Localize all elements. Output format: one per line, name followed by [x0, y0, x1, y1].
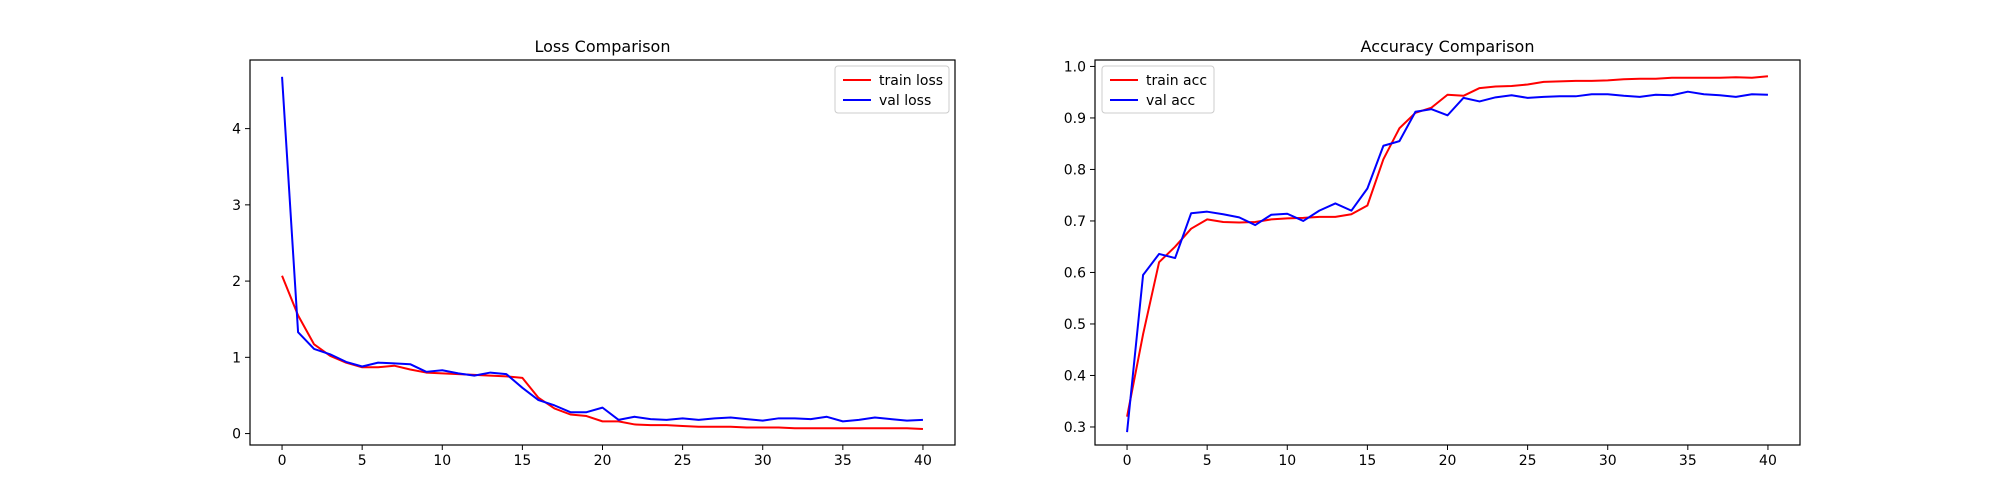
loss-x-tick-label: 5: [358, 453, 367, 469]
loss-y-tick-label: 1: [232, 350, 241, 366]
accuracy-x-tick-label: 35: [1679, 453, 1697, 469]
loss-x-tick-label: 40: [914, 453, 932, 469]
loss-chart-legend: train loss val loss: [834, 65, 950, 114]
accuracy-chart-legend: train acc val acc: [1101, 65, 1215, 114]
accuracy-chart-title: Accuracy Comparison: [1361, 37, 1535, 56]
legend-label-val-loss: val loss: [879, 93, 931, 109]
loss-chart-title: Loss Comparison: [535, 37, 671, 56]
legend-box: [834, 65, 950, 114]
loss-chart-series: [281, 76, 923, 430]
accuracy-x-tick-label: 15: [1358, 453, 1376, 469]
accuracy-x-tick-label: 40: [1759, 453, 1777, 469]
loss-y-tick-label: 4: [232, 122, 241, 138]
series-line-val-acc: [1126, 90, 1768, 433]
accuracy-x-tick-label: 10: [1278, 453, 1296, 469]
legend-box: [1101, 65, 1215, 114]
accuracy-x-tick-label: 0: [1123, 453, 1132, 469]
loss-x-tick-label: 15: [513, 453, 531, 469]
series-line-val-loss: [281, 76, 923, 423]
series-line-train-loss: [281, 275, 923, 430]
accuracy-x-tick-label: 25: [1519, 453, 1537, 469]
accuracy-y-tick-label: 0.6: [1064, 265, 1086, 281]
loss-y-tick-label: 2: [232, 274, 241, 290]
accuracy-y-tick-label: 0.9: [1064, 111, 1086, 127]
legend-label-train-acc: train acc: [1146, 73, 1207, 89]
loss-x-tick-label: 20: [594, 453, 612, 469]
loss-chart-axes-frame: [249, 59, 956, 446]
accuracy-chart: Accuracy Comparison 0 5 10 15 20 25 30 35 400.30…: [1064, 37, 1801, 469]
accuracy-x-tick-label: 20: [1439, 453, 1457, 469]
loss-x-tick-label: 35: [834, 453, 852, 469]
accuracy-y-tick-label: 0.4: [1064, 368, 1086, 384]
loss-x-tick-label: 0: [278, 453, 287, 469]
loss-y-tick-label: 0: [232, 427, 241, 443]
legend-label-val-acc: val acc: [1146, 93, 1195, 109]
loss-chart: Loss Comparison 0 5 10 15 20 25 30 35 40 0 1 2 3 4 tr…: [232, 37, 956, 469]
accuracy-y-tick-label: 0.7: [1064, 214, 1086, 230]
accuracy-chart-series: [1126, 75, 1769, 433]
accuracy-chart-axes-frame: [1094, 59, 1801, 446]
accuracy-chart-ticks: 0 5 10 15 20 25 30 35 40 0.3 0.4 0.5 0.6 0.7 0.8 0.9 1.0: [1064, 59, 1777, 469]
accuracy-y-tick-label: 0.3: [1064, 420, 1086, 436]
accuracy-x-tick-label: 30: [1599, 453, 1617, 469]
accuracy-y-tick-label: 0.5: [1064, 317, 1086, 333]
legend-label-train-loss: train loss: [879, 73, 943, 89]
loss-x-tick-label: 30: [754, 453, 772, 469]
loss-x-tick-label: 25: [674, 453, 692, 469]
loss-y-tick-label: 3: [232, 198, 241, 214]
series-line-train-acc: [1126, 75, 1769, 417]
accuracy-y-tick-label: 0.8: [1064, 162, 1086, 178]
accuracy-x-tick-label: 5: [1203, 453, 1212, 469]
loss-x-tick-label: 10: [433, 453, 451, 469]
accuracy-y-tick-label: 1.0: [1064, 59, 1086, 75]
loss-chart-ticks: 0 5 10 15 20 25 30 35 40 0 1 2 3 4: [232, 122, 932, 469]
